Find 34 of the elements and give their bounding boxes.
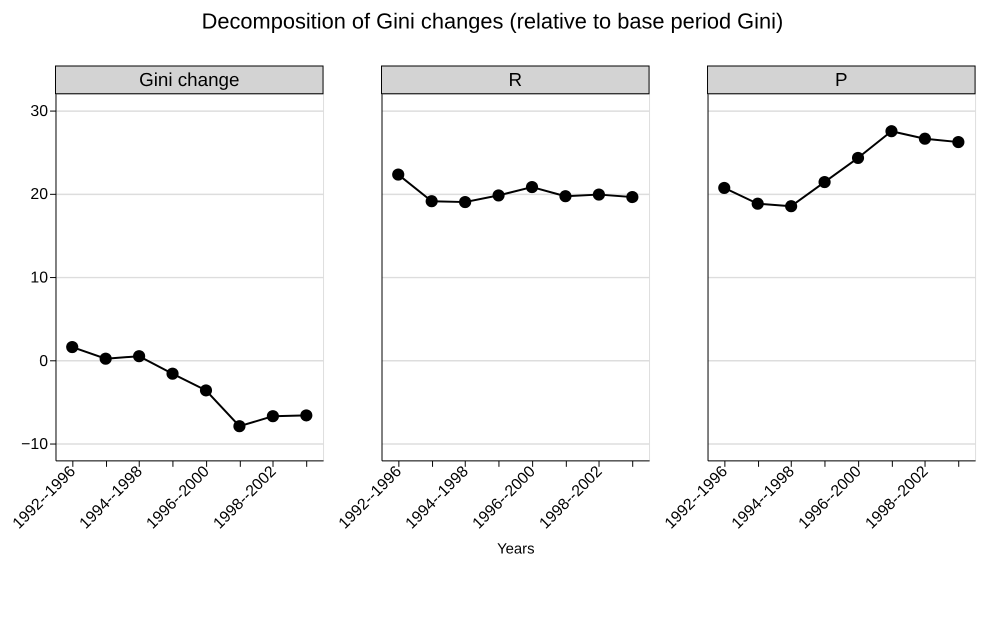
point xyxy=(100,352,112,365)
point xyxy=(559,190,572,202)
point xyxy=(200,384,212,396)
text: Decomposition of Gini changes (relative to base period Gini) xyxy=(202,8,784,34)
point xyxy=(492,189,505,202)
y-tick-label: 20 xyxy=(30,186,48,204)
point xyxy=(918,132,931,145)
point xyxy=(266,410,279,422)
chart-title: R xyxy=(508,68,522,90)
point xyxy=(392,168,404,181)
y-tick-label: 30 xyxy=(30,102,48,120)
point xyxy=(300,409,312,422)
point xyxy=(133,350,146,362)
point xyxy=(852,152,864,164)
chart-title: P xyxy=(835,68,848,90)
point xyxy=(626,191,638,204)
point xyxy=(752,198,764,210)
point xyxy=(718,182,730,194)
point xyxy=(818,176,831,188)
point xyxy=(66,341,78,354)
point xyxy=(233,420,246,432)
point xyxy=(785,200,798,212)
y-tick-label: −10 xyxy=(21,436,48,454)
y-tick-label: 0 xyxy=(39,352,48,370)
point xyxy=(885,125,898,138)
y-tick-label: 10 xyxy=(30,270,48,287)
point xyxy=(526,181,538,194)
point xyxy=(426,195,438,208)
chart-title: Gini change xyxy=(139,68,240,90)
point xyxy=(952,136,964,148)
point xyxy=(459,196,472,208)
point xyxy=(166,368,179,380)
point xyxy=(592,188,605,201)
x-axis-title: Years xyxy=(497,542,535,558)
